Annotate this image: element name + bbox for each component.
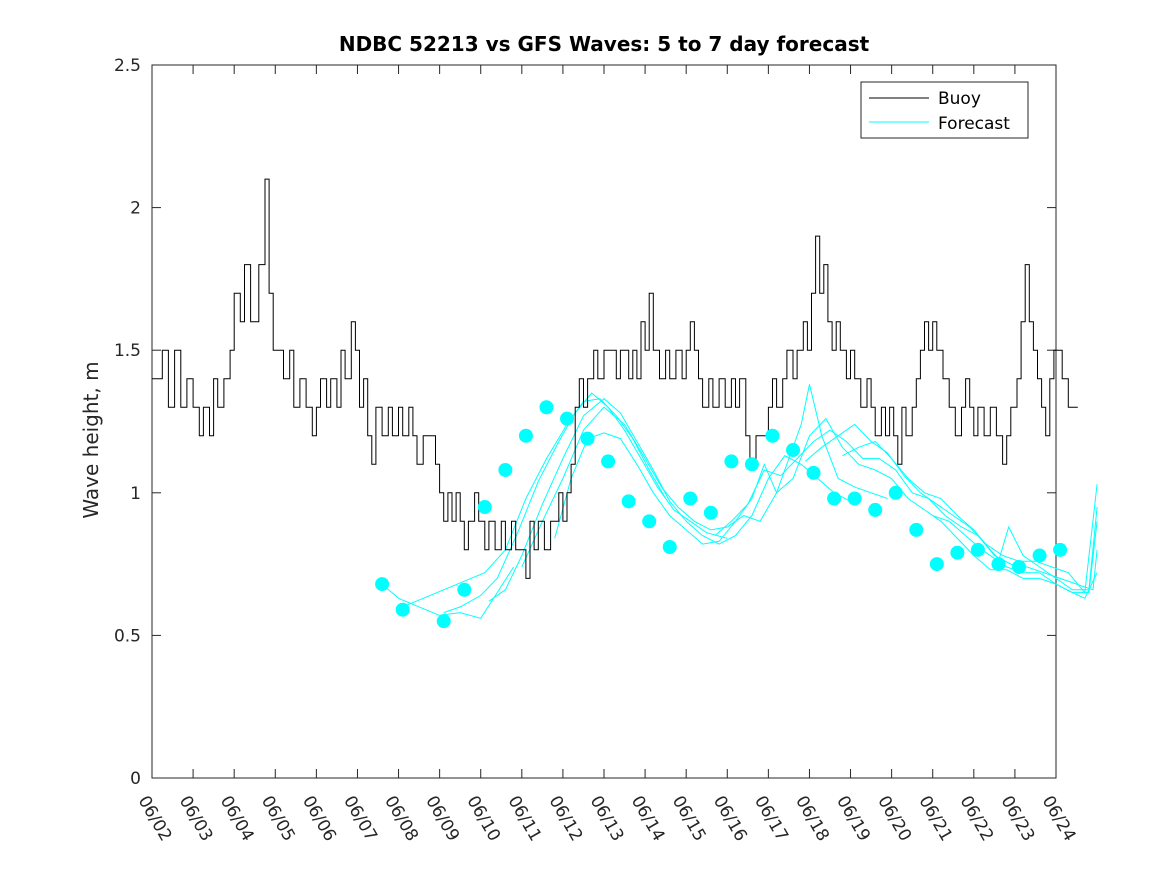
forecast-marker [395, 602, 410, 617]
forecast-marker [477, 500, 492, 515]
forecast-line [521, 384, 888, 568]
forecast-marker [888, 485, 903, 500]
forecast-marker [498, 462, 513, 477]
forecast-marker [601, 454, 616, 469]
forecast-marker [683, 491, 698, 506]
forecast-marker [580, 431, 595, 446]
legend-box [860, 81, 1029, 139]
y-axis-label: Wave height, m [79, 361, 103, 518]
forecast-line [842, 440, 1098, 594]
forecast-line [804, 423, 1098, 594]
forecast-line [554, 417, 1098, 599]
buoy-line [152, 178, 1078, 579]
forecast-marker [621, 494, 636, 509]
y-tick-label: 0 [130, 769, 141, 789]
forecast-marker [375, 577, 390, 592]
forecast-marker [950, 545, 965, 560]
forecast-line [714, 429, 1098, 591]
forecast-marker [724, 454, 739, 469]
forecast-marker [827, 491, 842, 506]
y-tick-label: 1 [130, 484, 141, 504]
forecast-marker [991, 557, 1006, 572]
forecast-marker [847, 491, 862, 506]
chart-title: NDBC 52213 vs GFS Waves: 5 to 7 day fore… [339, 32, 870, 56]
forecast-marker [786, 443, 801, 458]
forecast-marker [662, 539, 677, 554]
forecast-marker [560, 411, 575, 426]
forecast-marker [868, 502, 883, 517]
forecast-marker [744, 457, 759, 472]
forecast-marker [929, 557, 944, 572]
forecast-line [932, 507, 1098, 591]
legend-label-forecast: Forecast [938, 114, 1010, 134]
forecast-marker [1032, 548, 1047, 563]
forecast-line [402, 398, 667, 608]
forecast-marker [518, 428, 533, 443]
y-tick-label: 2 [130, 199, 141, 219]
forecast-marker [806, 465, 821, 480]
forecast-marker [642, 514, 657, 529]
forecast-marker [436, 614, 451, 629]
y-tick-label: 0.5 [114, 626, 141, 646]
forecast-marker [1012, 559, 1027, 574]
forecast-line [488, 398, 851, 602]
forecast-marker [970, 542, 985, 557]
legend: Buoy Forecast [860, 81, 1029, 139]
forecast-marker [909, 522, 924, 537]
forecast-marker [457, 582, 472, 597]
forecast-marker [765, 428, 780, 443]
forecast-marker [1053, 542, 1068, 557]
legend-label-buoy: Buoy [938, 89, 981, 109]
y-tick-label: 1.5 [114, 341, 141, 361]
forecast-marker [539, 400, 554, 415]
y-tick-label: 2.5 [114, 56, 141, 76]
forecast-marker [703, 505, 718, 520]
